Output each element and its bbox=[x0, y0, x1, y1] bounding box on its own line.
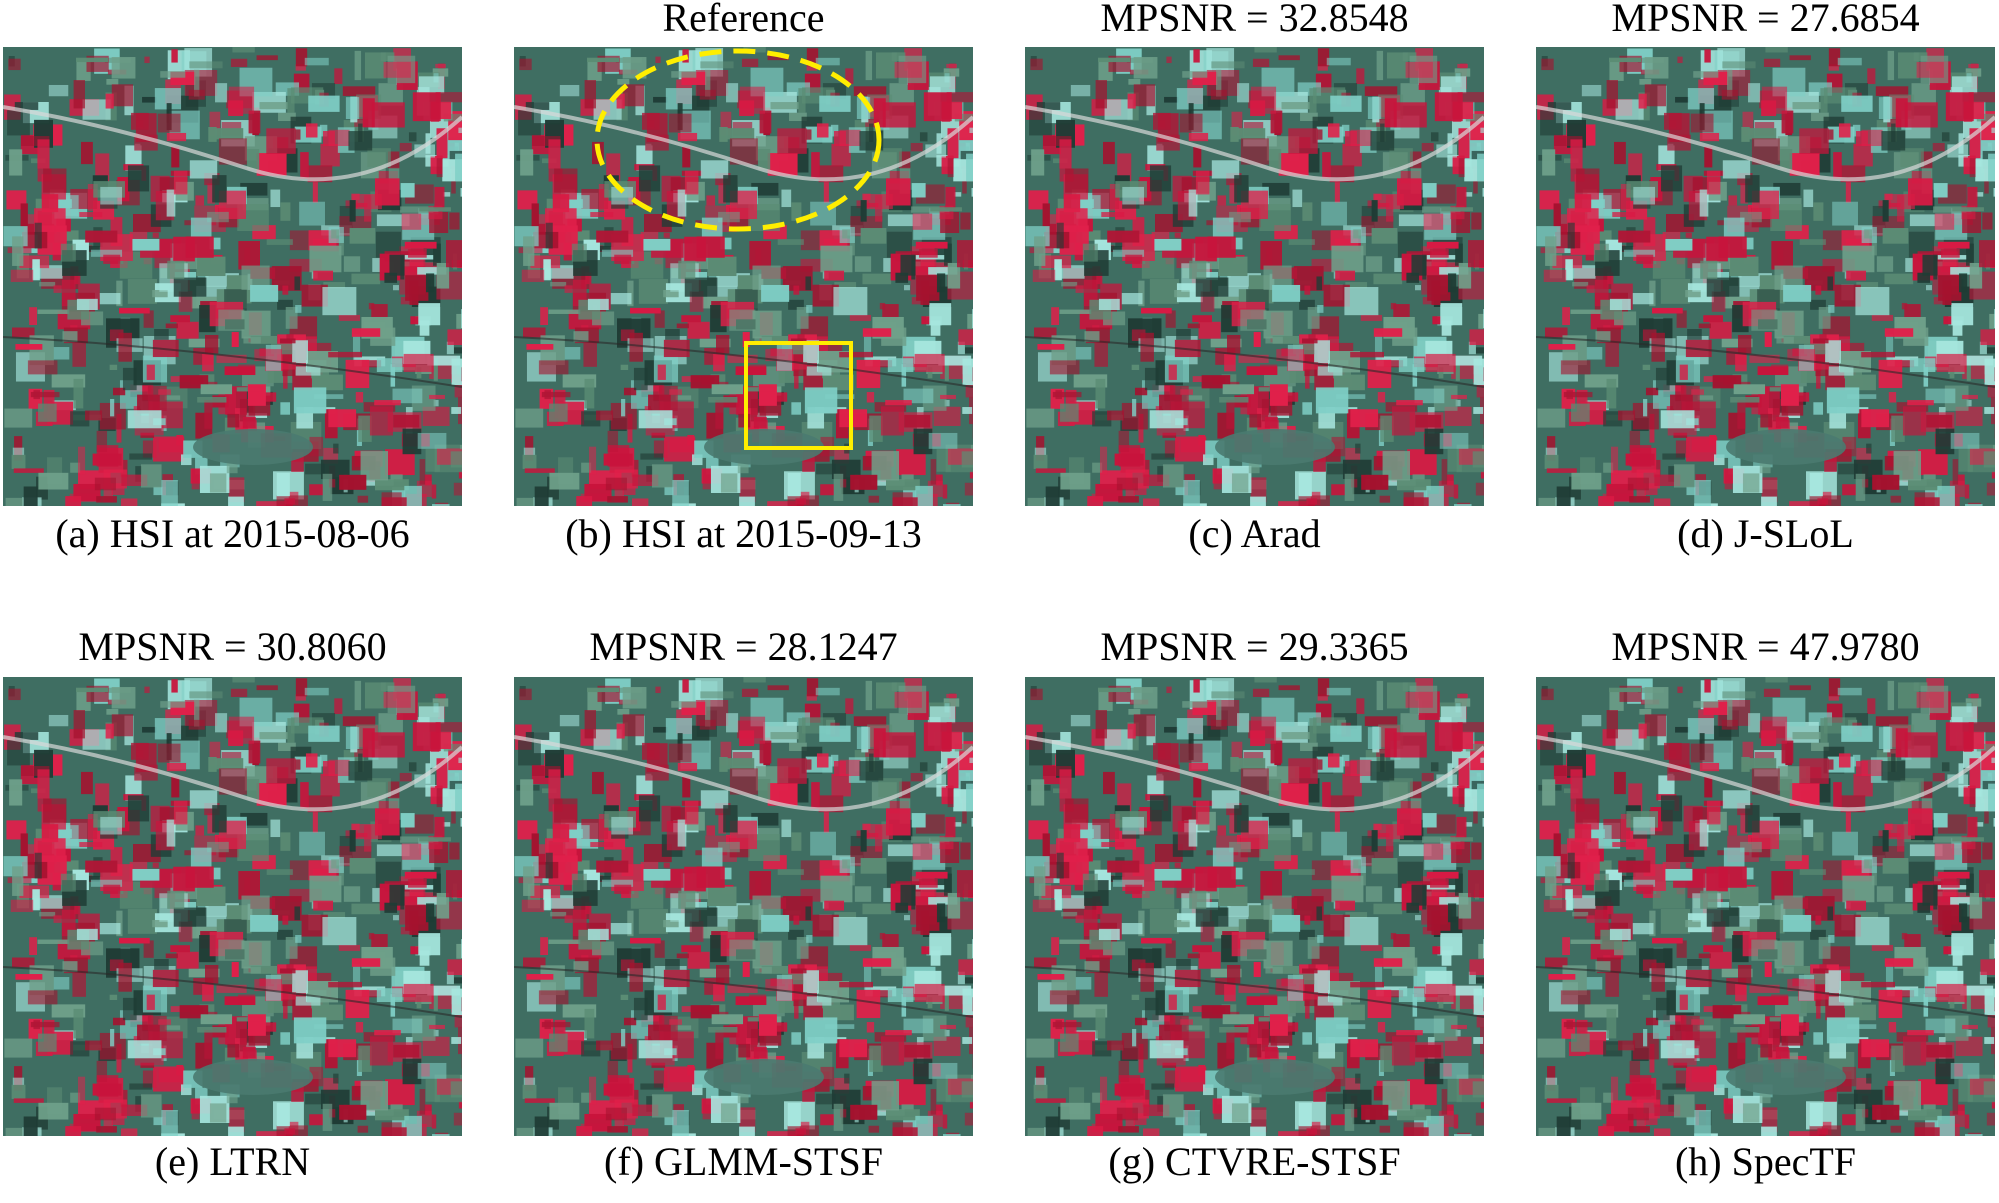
panel: MPSNR = 30.8060 (e) LTRN bbox=[3, 624, 462, 1184]
image-texture bbox=[3, 677, 462, 1136]
panel-caption: (g) CTVRE-STSF bbox=[1108, 1139, 1400, 1184]
panel-top-label: MPSNR = 28.1247 bbox=[589, 624, 897, 669]
panel-caption: (d) J-SLoL bbox=[1677, 511, 1854, 556]
highlight-ellipse bbox=[594, 48, 882, 232]
panel-top-label: MPSNR = 32.8548 bbox=[1100, 0, 1408, 40]
image-texture bbox=[1536, 47, 1995, 506]
panel-image bbox=[1025, 677, 1484, 1136]
image-texture bbox=[514, 47, 973, 506]
panel: MPSNR = 28.1247 (f) GLMM-STSF bbox=[514, 624, 973, 1184]
panel-top-label: MPSNR = 47.9780 bbox=[1611, 624, 1919, 669]
panel: Reference (b) HSI at 2015-09-13 bbox=[514, 0, 973, 556]
panel-image bbox=[1025, 47, 1484, 506]
panel-image bbox=[1536, 677, 1995, 1136]
image-texture bbox=[1536, 677, 1995, 1136]
image-texture bbox=[1025, 47, 1484, 506]
panel: (a) HSI at 2015-08-06 bbox=[3, 47, 462, 556]
panel: MPSNR = 32.8548 (c) Arad bbox=[1025, 0, 1484, 556]
panel-image bbox=[514, 47, 973, 506]
panel-caption: (c) Arad bbox=[1188, 511, 1320, 556]
panel-top-label: MPSNR = 29.3365 bbox=[1100, 624, 1408, 669]
panel-caption: (e) LTRN bbox=[155, 1139, 310, 1184]
panel: MPSNR = 29.3365 (g) CTVRE-STSF bbox=[1025, 624, 1484, 1184]
panel-image bbox=[3, 677, 462, 1136]
panel-top-label: MPSNR = 27.6854 bbox=[1611, 0, 1919, 40]
image-texture bbox=[514, 677, 973, 1136]
panel-caption: (f) GLMM-STSF bbox=[604, 1139, 883, 1184]
highlight-box bbox=[744, 341, 853, 450]
panel-caption: (a) HSI at 2015-08-06 bbox=[55, 511, 409, 556]
panel-top-label: Reference bbox=[662, 0, 824, 40]
panel-image bbox=[3, 47, 462, 506]
panel-image bbox=[514, 677, 973, 1136]
image-texture bbox=[1025, 677, 1484, 1136]
panel: MPSNR = 47.9780 (h) SpecTF bbox=[1536, 624, 1995, 1184]
panel-top-label: MPSNR = 30.8060 bbox=[78, 624, 386, 669]
panel: MPSNR = 27.6854 (d) J-SLoL bbox=[1536, 0, 1995, 556]
panel-caption: (h) SpecTF bbox=[1675, 1139, 1856, 1184]
panel-caption: (b) HSI at 2015-09-13 bbox=[565, 511, 922, 556]
image-texture bbox=[3, 47, 462, 506]
panel-image bbox=[1536, 47, 1995, 506]
